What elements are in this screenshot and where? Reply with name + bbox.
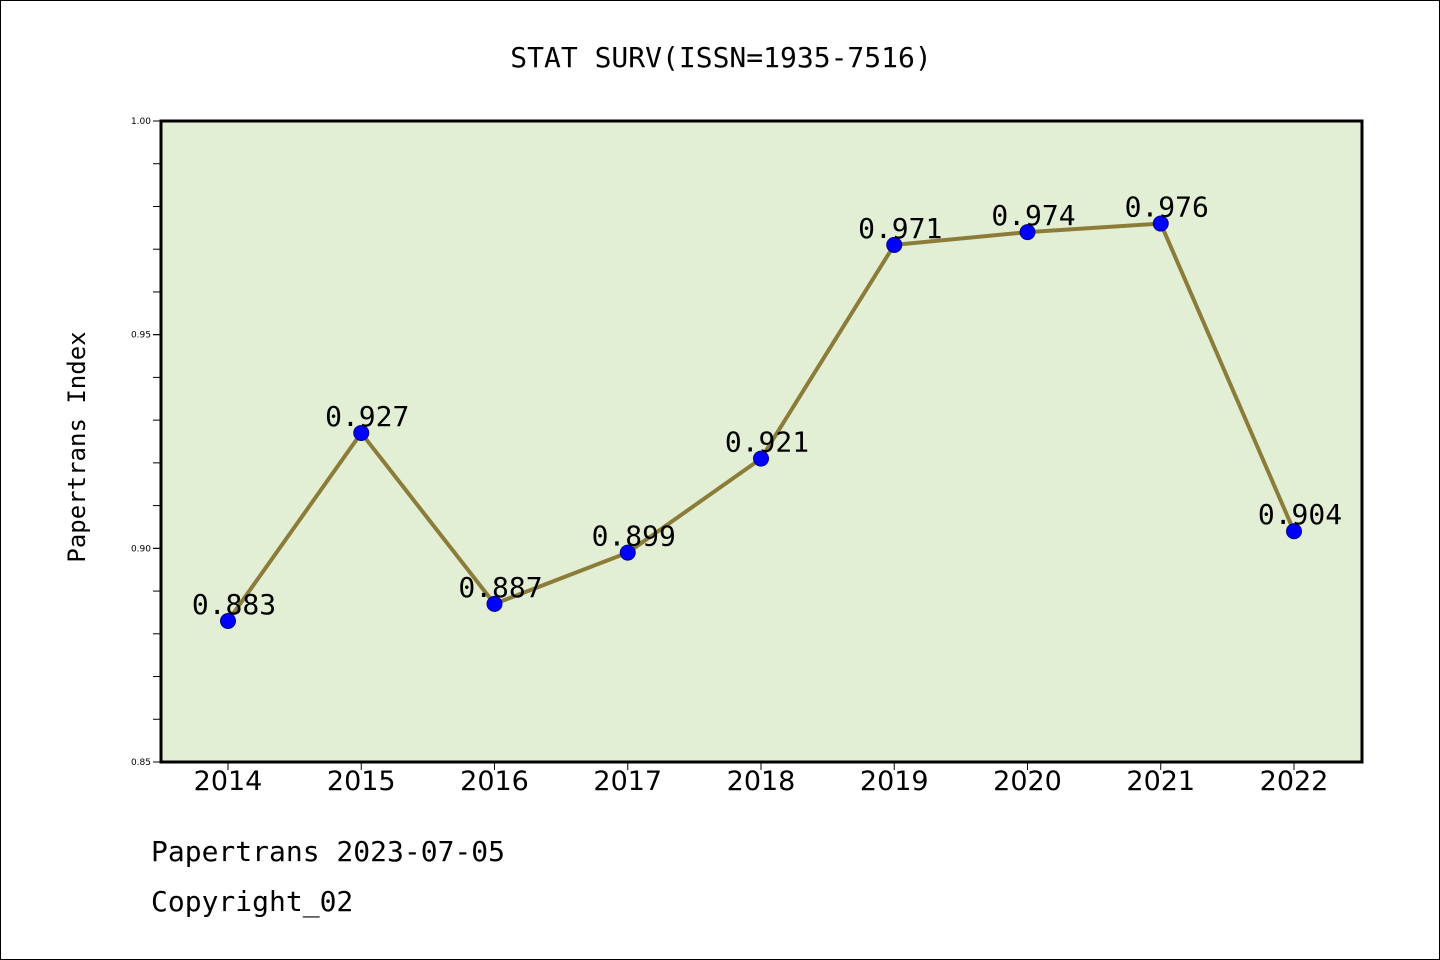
data-point [220,612,236,629]
chart-title: STAT SURV(ISSN=1935-7516) [510,41,931,74]
data-point [353,424,370,441]
data-point [886,236,903,253]
footer-date-text: Papertrans 2023-07-05 [151,835,506,868]
data-label: 0.971 [858,212,942,245]
data-label: 0.887 [458,571,542,604]
x-tick-label: 2018 [727,766,796,797]
y-tick-label: 0.95 [131,331,151,341]
data-point [486,595,503,612]
data-label: 0.883 [192,588,276,621]
data-point [753,450,769,467]
data-label: 0.927 [325,400,409,433]
x-tick-label: 2022 [1260,766,1329,797]
data-label: 0.976 [1125,191,1209,224]
y-axis: 0.85 0.90 0.95 1.00 [131,117,161,768]
x-tick-label: 2021 [1126,766,1195,797]
x-axis: 2014 2015 2016 2017 2018 2019 2020 2021 2022 [194,762,1329,797]
data-label: 0.904 [1258,498,1342,531]
data-point [1152,215,1169,232]
x-tick-label: 2014 [194,766,263,797]
x-tick-label: 2016 [460,766,529,797]
data-label: 0.921 [725,426,809,459]
x-tick-label: 2020 [993,766,1062,797]
data-point [619,544,636,561]
x-tick-label: 2019 [860,766,929,797]
y-tick-label: 0.90 [131,544,151,554]
series-papertrans-index [220,215,1302,629]
y-tick-label: 1.00 [131,117,151,127]
data-labels: 0.883 0.927 0.887 0.899 0.921 0.971 0.974 0.976… [192,191,1342,621]
y-axis-label: Papertrans Index [63,331,91,562]
x-tick-label: 2015 [327,766,396,797]
data-label: 0.974 [991,199,1075,232]
y-tick-label: 0.85 [131,758,151,768]
x-tick-label: 2017 [593,766,662,797]
data-point [1019,224,1036,241]
data-label: 0.899 [592,520,676,553]
footer-copyright-text: Copyright_02 [151,885,354,918]
data-point [1286,523,1302,540]
